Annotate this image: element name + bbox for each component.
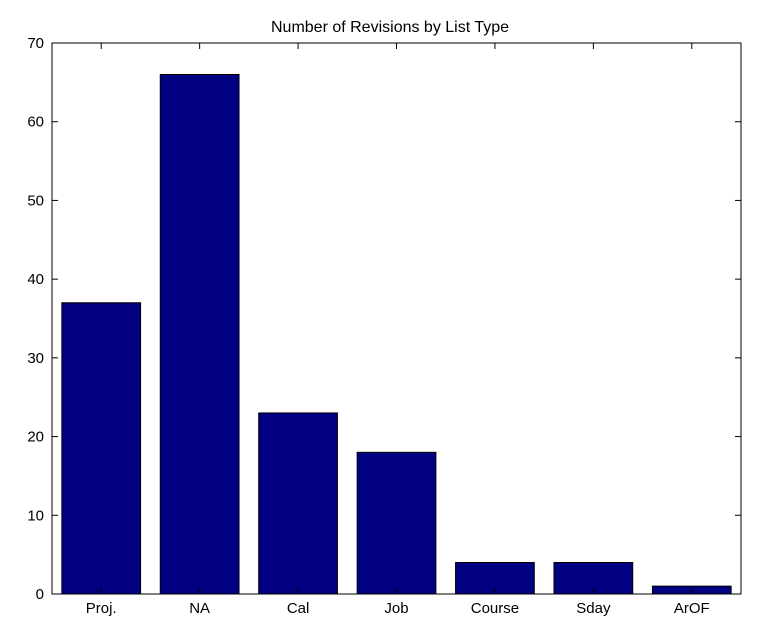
bar-proj	[61, 302, 142, 595]
y-tick-label: 0	[36, 586, 44, 603]
x-axis-ticks: Proj. NA Cal Job Course Sday ArOF	[86, 43, 710, 617]
y-tick-label: 70	[27, 35, 44, 52]
bar-job	[356, 451, 437, 595]
y-tick-label: 30	[27, 350, 44, 367]
y-axis-ticks: 0 10 20 30 40 50 60 70	[27, 35, 741, 603]
y-tick-label: 20	[27, 429, 44, 446]
x-tick-label: NA	[189, 600, 210, 617]
bar-na	[159, 73, 240, 595]
y-tick-label: 10	[27, 507, 44, 524]
bar-cal	[258, 412, 338, 595]
x-tick-label: Cal	[287, 600, 310, 617]
y-tick-label: 50	[27, 192, 44, 209]
x-tick-label: Proj.	[86, 600, 117, 617]
x-tick-label: Course	[471, 600, 519, 617]
x-tick-label: Job	[384, 600, 408, 617]
x-tick-label: Sday	[576, 600, 611, 617]
x-tick-label: ArOF	[674, 600, 710, 617]
y-tick-label: 60	[27, 114, 44, 131]
bars-group	[61, 73, 732, 595]
y-tick-label: 40	[27, 271, 44, 288]
chart-title: Number of Revisions by List Type	[271, 19, 509, 36]
